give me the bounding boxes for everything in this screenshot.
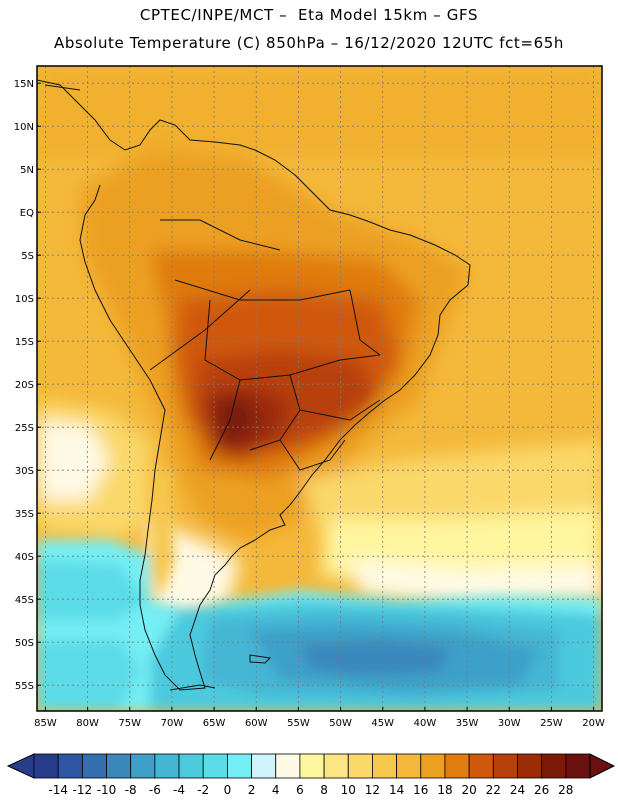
latitude-label: 25S — [15, 423, 34, 434]
coordinate-grid — [37, 66, 602, 711]
longitude-label: 25W — [540, 718, 563, 729]
colorbar-label: 16 — [413, 783, 428, 797]
longitude-label: 45W — [371, 718, 394, 729]
latitude-label: 55S — [15, 681, 34, 692]
colorbar-segment — [275, 753, 301, 779]
colorbar-segment — [130, 753, 156, 779]
latitude-label: 10S — [15, 294, 34, 305]
longitude-label: 60W — [245, 718, 268, 729]
map-title-line-2: Absolute Temperature (C) 850hPa – 16/12/… — [54, 34, 564, 52]
colorbar-label: 28 — [558, 783, 573, 797]
latitude-label: 5N — [20, 165, 34, 176]
colorbar-segment — [541, 753, 567, 779]
colorbar-label: 18 — [437, 783, 452, 797]
colorbar-label: -6 — [149, 783, 161, 797]
longitude-axis-labels: 85W 80W 75W 70W 65W 60W 55W 50W 45W 40W 35W 30W 25W 2… — [34, 707, 605, 729]
colorbar-segment — [372, 753, 398, 779]
colorbar-segment — [420, 753, 446, 779]
coastline-and-borders — [37, 79, 471, 691]
colorbar-label: 12 — [365, 783, 380, 797]
longitude-label: 65W — [203, 718, 226, 729]
colorbar-segment — [226, 753, 252, 779]
colorbar-label: -12 — [73, 783, 93, 797]
latitude-label: 10N — [14, 122, 34, 133]
colorbar-segment — [565, 753, 591, 779]
colorbar-right-arrow — [589, 753, 616, 779]
latitude-label: 40S — [15, 552, 34, 563]
colorbar-label: 6 — [296, 783, 304, 797]
colorbar-labels: -14 -12 -10 -8 -6 -4 -2 0 2 4 6 8 10 12 14 16 18 20 22 24 26… — [48, 783, 573, 797]
colorbar-label: 20 — [461, 783, 476, 797]
colorbar-label: 24 — [510, 783, 525, 797]
longitude-label: 20W — [582, 718, 605, 729]
colorbar-segment — [202, 753, 228, 779]
longitude-label: 50W — [329, 718, 352, 729]
longitude-label: 40W — [414, 718, 437, 729]
colorbar-segment — [251, 753, 277, 779]
temperature-field — [37, 66, 602, 711]
colorbar — [6, 753, 616, 779]
colorbar-label: 2 — [248, 783, 256, 797]
colorbar-label: 0 — [224, 783, 232, 797]
map-frame — [36, 65, 603, 712]
colorbar-segment — [299, 753, 325, 779]
colorbar-segment — [106, 753, 132, 779]
latitude-label: 20S — [15, 380, 34, 391]
colorbar-segment — [396, 753, 422, 779]
longitude-label: 80W — [76, 718, 99, 729]
colorbar-segment — [154, 753, 180, 779]
longitude-label: 85W — [34, 718, 57, 729]
latitude-label: EQ — [20, 208, 34, 219]
longitude-label: 35W — [456, 718, 479, 729]
longitude-label: 55W — [287, 718, 310, 729]
latitude-label: 5S — [21, 251, 34, 262]
colorbar-label: -2 — [197, 783, 209, 797]
colorbar-label: 10 — [341, 783, 356, 797]
map-title-line-1: CPTEC/INPE/MCT – Eta Model 15km – GFS — [139, 6, 479, 24]
latitude-label: 35S — [15, 509, 34, 520]
colorbar-segment — [57, 753, 83, 779]
colorbar-segment — [492, 753, 518, 779]
colorbar-label: -14 — [48, 783, 68, 797]
colorbar-segment — [323, 753, 349, 779]
colorbar-label: 8 — [320, 783, 328, 797]
longitude-label: 75W — [118, 718, 141, 729]
colorbar-segment — [517, 753, 543, 779]
colorbar-label: 4 — [272, 783, 280, 797]
latitude-label: 30S — [15, 466, 34, 477]
colorbar-segment — [33, 753, 59, 779]
latitude-label: 45S — [15, 595, 34, 606]
latitude-label: 15S — [15, 337, 34, 348]
colorbar-segment — [468, 753, 494, 779]
colorbar-label: -8 — [125, 783, 137, 797]
colorbar-segment — [444, 753, 470, 779]
colorbar-label: -10 — [97, 783, 117, 797]
colorbar-segment — [347, 753, 373, 779]
colorbar-segment — [178, 753, 204, 779]
colorbar-left-arrow — [6, 753, 35, 779]
latitude-label: 50S — [15, 638, 34, 649]
latitude-label: 15N — [14, 79, 34, 90]
latitude-axis-labels: 15N 10N 5N EQ 5S 10S 15S 20S 25S 30S 35S 40S 45S 50S 5… — [14, 79, 41, 692]
colorbar-label: 26 — [534, 783, 549, 797]
colorbar-label: 22 — [486, 783, 501, 797]
longitude-label: 30W — [498, 718, 521, 729]
colorbar-label: 14 — [389, 783, 404, 797]
longitude-label: 70W — [161, 718, 184, 729]
colorbar-segment — [81, 753, 107, 779]
colorbar-label: -4 — [173, 783, 185, 797]
